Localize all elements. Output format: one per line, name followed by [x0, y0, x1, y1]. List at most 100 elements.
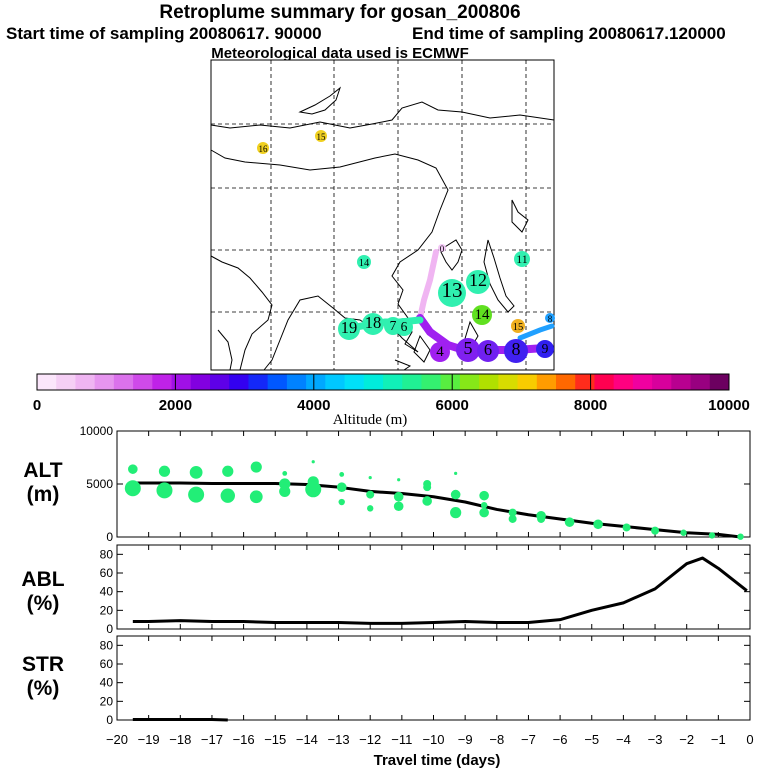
- alt-sample-point: [124, 480, 141, 497]
- map-marker-dot: [504, 339, 528, 363]
- x-tick-label: −20: [106, 732, 128, 747]
- alt-sample-point: [393, 501, 404, 512]
- colorbar-label: Altitude (m): [333, 412, 408, 428]
- alt-sample-point: [368, 476, 372, 480]
- chart-title: Retroplume summary for gosan_200806: [159, 2, 521, 23]
- y-tick-label: 60: [100, 657, 114, 671]
- coastlines: [210, 86, 555, 371]
- abl-plot: 0 20 40 60 80: [100, 544, 751, 636]
- alt-sample-point: [158, 465, 171, 477]
- map-marker-dot: [430, 342, 450, 362]
- str-panel-label: STR: [22, 653, 64, 676]
- start-time-label: Start time of sampling 20080617. 90000: [6, 24, 322, 43]
- y-tick-label: 80: [100, 547, 114, 561]
- y-tick-label: 5000: [86, 477, 113, 491]
- alt-line: [132, 481, 741, 539]
- alt-sample-point: [454, 471, 458, 475]
- map-marker-label: 18: [365, 313, 382, 332]
- alt-sample-point: [680, 529, 687, 536]
- colorbar-cell: [421, 374, 442, 390]
- alt-sample-point: [156, 482, 173, 499]
- map-marker-dot: [395, 318, 413, 336]
- x-tick-label: 0: [746, 732, 753, 747]
- colorbar-cell: [190, 374, 211, 390]
- x-tick-label: −2: [679, 732, 694, 747]
- colorbar-cell: [133, 374, 153, 390]
- map-marker-label: 9: [542, 341, 549, 356]
- map-marker-dot: [511, 319, 525, 333]
- colorbar: 0 2000 4000 6000 8000 10000 Altitude (m): [33, 373, 750, 428]
- colorbar-cell: [152, 374, 173, 390]
- map-marker-dot: [257, 142, 269, 154]
- alt-sample-point: [450, 507, 462, 519]
- colorbar-cell: [344, 374, 365, 390]
- x-tick-label: −4: [616, 732, 631, 747]
- map-marker-dot: [545, 313, 555, 323]
- colorbar-cell: [229, 374, 249, 390]
- alt-sample-point: [708, 532, 716, 539]
- alt-sample-point: [366, 490, 375, 499]
- map-marker-label: 11: [516, 252, 528, 266]
- colorbar-cell: [56, 374, 76, 390]
- x-tick-label: −7: [521, 732, 536, 747]
- x-tick-label: −18: [169, 732, 191, 747]
- colorbar-cell: [402, 374, 422, 390]
- colorbar-cells: [37, 374, 730, 390]
- x-tick-label: −15: [264, 732, 286, 747]
- x-tick-label: −3: [648, 732, 663, 747]
- x-tick-label: −10: [422, 732, 444, 747]
- map-marker-dot: [472, 305, 492, 325]
- alt-sample-point: [128, 464, 138, 474]
- colorbar-cell: [248, 374, 269, 390]
- colorbar-cell: [306, 374, 326, 390]
- str-plot: 0 20 40 60 80: [100, 635, 751, 727]
- y-tick-label: 0: [106, 713, 113, 727]
- map-marker-label: 16: [259, 144, 269, 154]
- colorbar-cell: [267, 374, 288, 390]
- y-tick-label: 0: [106, 622, 113, 636]
- alt-sample-point: [305, 481, 322, 498]
- colorbar-tick-label: 10000: [708, 397, 750, 414]
- colorbar-tick-label: 0: [33, 397, 41, 414]
- alt-sample-point: [479, 507, 489, 518]
- end-time-label: End time of sampling 20080617.120000: [412, 24, 726, 43]
- alt-sample-point: [537, 514, 546, 523]
- map-marker-dot: [338, 318, 360, 340]
- y-tick-label: 20: [100, 603, 114, 617]
- alt-sample-point: [480, 502, 488, 509]
- y-tick-label: 20: [100, 694, 114, 708]
- plot-frame: [116, 635, 751, 721]
- y-tick-label: 40: [100, 676, 114, 690]
- x-tick-label: −19: [138, 732, 160, 747]
- alt-sample-point: [367, 505, 374, 512]
- abl-panel-label: ABL: [21, 568, 64, 591]
- colorbar-cell: [652, 374, 672, 390]
- colorbar-cell: [613, 374, 634, 390]
- colorbar-cell: [440, 374, 461, 390]
- colorbar-cell: [632, 374, 653, 390]
- colorbar-cell: [383, 374, 403, 390]
- alt-sample-point: [282, 471, 288, 476]
- y-tick-label: 80: [100, 638, 114, 652]
- x-tick-label: −12: [359, 732, 381, 747]
- abl-panel-unit: (%): [27, 592, 60, 615]
- map-marker-label: 13: [442, 278, 463, 302]
- alt-sample-point: [279, 485, 291, 498]
- map-marker-dot: [477, 340, 499, 362]
- alt-sample-point: [188, 486, 205, 503]
- alt-sample-point: [220, 488, 235, 503]
- alt-sample-point: [336, 482, 347, 492]
- x-tick-label: −16: [233, 732, 255, 747]
- alt-sample-point: [622, 523, 631, 532]
- alt-sample-point: [422, 496, 432, 506]
- colorbar-cell: [363, 374, 384, 390]
- colorbar-cell: [286, 374, 307, 390]
- alt-plot: 0 5000 10000: [80, 424, 751, 544]
- y-tick-label: 60: [100, 566, 114, 580]
- map-marker-label: 8: [548, 314, 553, 324]
- map-marker-dot: [466, 270, 490, 294]
- alt-sample-point: [189, 465, 203, 479]
- alt-sample-point: [593, 519, 603, 530]
